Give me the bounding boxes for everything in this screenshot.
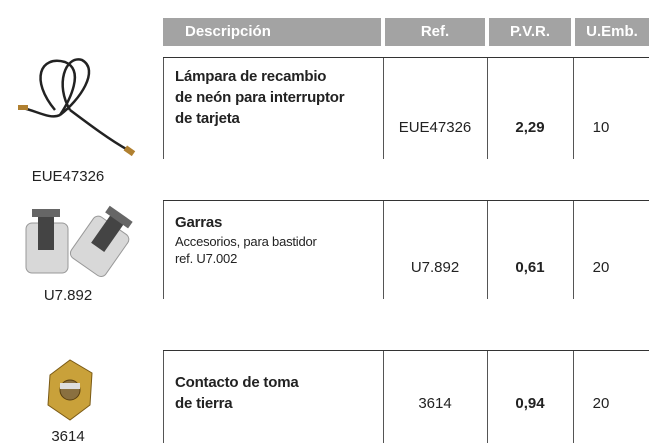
cell-border: [163, 58, 164, 159]
title-line: Lámpara de recambio: [175, 68, 327, 85]
units: 20: [592, 259, 610, 276]
ref: 3614: [418, 395, 452, 412]
units: 10: [592, 119, 610, 136]
title-line: de tierra: [175, 395, 233, 412]
table-row: Garras Accesorios, para bastidor ref. U7…: [163, 200, 649, 299]
cell-border: [487, 351, 488, 443]
title-line: Contacto de toma: [175, 374, 299, 391]
price: 2,29: [515, 119, 545, 136]
cell-border: [573, 351, 574, 443]
cell-border: [573, 201, 574, 299]
cell-border: [487, 58, 488, 159]
cell-border: [163, 201, 164, 299]
title-line: de tarjeta: [175, 110, 240, 127]
image-label: 3614: [51, 428, 85, 445]
description: Contacto de toma de tierra: [175, 372, 299, 414]
title-line: Garras: [175, 214, 223, 231]
description-line: ref. U7.002: [175, 251, 238, 266]
product-image: [47, 359, 93, 421]
header-cell: Descripción: [163, 18, 381, 46]
ref: U7.892: [410, 259, 460, 276]
product-image: [18, 58, 136, 157]
units: 20: [592, 395, 610, 412]
product-image: [25, 205, 133, 277]
ref: EUE47326: [398, 119, 472, 136]
cell-border: [383, 351, 384, 443]
header-cell: U.Emb.: [575, 18, 649, 46]
header-cell: Ref.: [385, 18, 485, 46]
description: Garras Accesorios, para bastidor ref. U7…: [175, 212, 317, 267]
image-label: U7.892: [43, 287, 93, 304]
image-label: EUE47326: [31, 168, 105, 185]
header-cell: P.V.R.: [489, 18, 571, 46]
title-line: de neón para interruptor: [175, 89, 345, 106]
description-line: Accesorios, para bastidor: [175, 234, 317, 249]
price: 0,61: [515, 259, 545, 276]
price: 0,94: [515, 395, 545, 412]
cell-border: [573, 58, 574, 159]
description: Lámpara de recambio de neón para interru…: [175, 66, 345, 129]
cell-border: [163, 351, 164, 443]
cell-border: [383, 58, 384, 159]
cell-border: [383, 201, 384, 299]
table-row: Contacto de toma de tierra 3614 0,94 20: [163, 350, 649, 443]
table-row: Lámpara de recambio de neón para interru…: [163, 57, 649, 159]
cell-border: [487, 201, 488, 299]
